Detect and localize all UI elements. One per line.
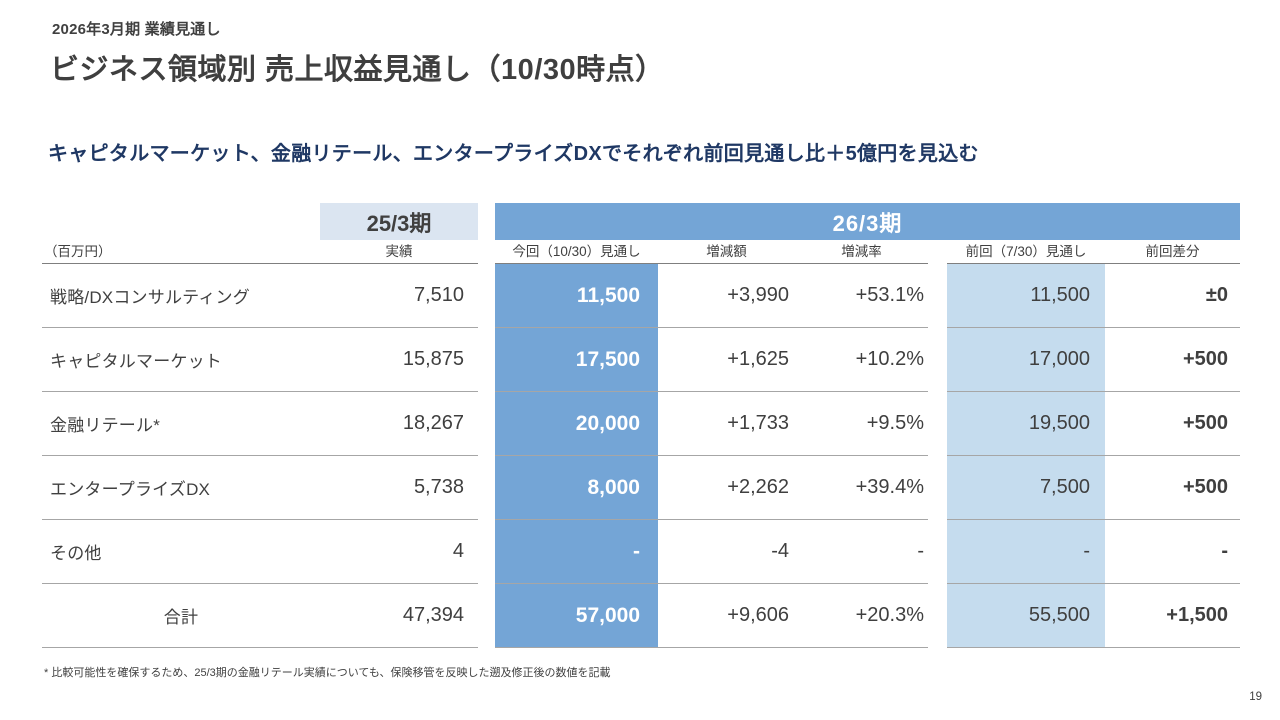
table-subheader-row: （百万円） 実績 今回（10/30）見通し 増減額 増減率 前回（7/30）見通… — [42, 240, 1240, 264]
spacer — [478, 328, 495, 392]
change-rate-value: - — [795, 520, 928, 584]
period-header-prev-year: 25/3期 — [320, 203, 478, 240]
change-rate-value: +53.1% — [795, 264, 928, 328]
previous-forecast-value: - — [947, 520, 1105, 584]
actual-value: 5,738 — [320, 456, 478, 520]
actual-value: 15,875 — [320, 328, 478, 392]
spacer — [478, 203, 495, 240]
actual-value: 4 — [320, 520, 478, 584]
row-label: 戦略/DXコンサルティング — [42, 264, 320, 328]
table-period-header-row: 25/3期 26/3期 — [42, 203, 1240, 240]
spacer — [928, 240, 947, 264]
table-row-total: 合計 47,394 57,000 +9,606 +20.3% 55,500 +1… — [42, 584, 1240, 648]
change-amount-value: +1,625 — [658, 328, 795, 392]
previous-diff-value: +500 — [1105, 456, 1240, 520]
current-forecast-value: 17,500 — [495, 328, 658, 392]
actual-value: 47,394 — [320, 584, 478, 648]
previous-diff-value: - — [1105, 520, 1240, 584]
row-label: 金融リテール* — [42, 392, 320, 456]
current-forecast-value: 57,000 — [495, 584, 658, 648]
current-forecast-value: - — [495, 520, 658, 584]
spacer — [928, 456, 947, 520]
spacer — [928, 392, 947, 456]
change-rate-value: +20.3% — [795, 584, 928, 648]
slide-kicker: 2026年3月期 業績見通し — [52, 21, 221, 38]
change-amount-value: +2,262 — [658, 456, 795, 520]
current-forecast-value: 11,500 — [495, 264, 658, 328]
column-header-change-amount: 増減額 — [658, 240, 795, 264]
row-label: エンタープライズDX — [42, 456, 320, 520]
change-amount-value: +9,606 — [658, 584, 795, 648]
column-header-unit: （百万円） — [42, 240, 320, 264]
spacer — [928, 584, 947, 648]
spacer — [928, 520, 947, 584]
spacer — [478, 264, 495, 328]
table-row: 金融リテール* 18,267 20,000 +1,733 +9.5% 19,50… — [42, 392, 1240, 456]
previous-diff-value: ±0 — [1105, 264, 1240, 328]
column-header-current-forecast: 今回（10/30）見通し — [495, 240, 658, 264]
row-label: その他 — [42, 520, 320, 584]
spacer — [478, 584, 495, 648]
previous-forecast-value: 7,500 — [947, 456, 1105, 520]
previous-forecast-value: 17,000 — [947, 328, 1105, 392]
spacer — [928, 328, 947, 392]
page-title: ビジネス領域別 売上収益見通し（10/30時点） — [50, 54, 665, 86]
spacer — [478, 240, 495, 264]
change-amount-value: -4 — [658, 520, 795, 584]
row-label: キャピタルマーケット — [42, 328, 320, 392]
previous-diff-value: +1,500 — [1105, 584, 1240, 648]
previous-forecast-value: 11,500 — [947, 264, 1105, 328]
actual-value: 18,267 — [320, 392, 478, 456]
column-header-change-rate: 増減率 — [795, 240, 928, 264]
table-row: キャピタルマーケット 15,875 17,500 +1,625 +10.2% 1… — [42, 328, 1240, 392]
key-message: キャピタルマーケット、金融リテール、エンタープライズDXでそれぞれ前回見通し比＋… — [48, 143, 979, 165]
previous-forecast-value: 19,500 — [947, 392, 1105, 456]
period-header-current-year: 26/3期 — [495, 203, 1240, 240]
previous-forecast-value: 55,500 — [947, 584, 1105, 648]
current-forecast-value: 8,000 — [495, 456, 658, 520]
spacer — [42, 203, 320, 240]
table-row: エンタープライズDX 5,738 8,000 +2,262 +39.4% 7,5… — [42, 456, 1240, 520]
spacer — [478, 456, 495, 520]
row-label: 合計 — [42, 584, 320, 648]
column-header-previous-diff: 前回差分 — [1105, 240, 1240, 264]
spacer — [928, 264, 947, 328]
page-number: 19 — [1249, 691, 1262, 703]
change-amount-value: +3,990 — [658, 264, 795, 328]
column-header-actual: 実績 — [320, 240, 478, 264]
change-rate-value: +10.2% — [795, 328, 928, 392]
table-row: 戦略/DXコンサルティング 7,510 11,500 +3,990 +53.1%… — [42, 264, 1240, 328]
current-forecast-value: 20,000 — [495, 392, 658, 456]
previous-diff-value: +500 — [1105, 392, 1240, 456]
table-row: その他 4 - -4 - - - — [42, 520, 1240, 584]
change-amount-value: +1,733 — [658, 392, 795, 456]
footnote: * 比較可能性を確保するため、25/3期の金融リテール実績についても、保険移管を… — [44, 667, 611, 679]
change-rate-value: +9.5% — [795, 392, 928, 456]
actual-value: 7,510 — [320, 264, 478, 328]
change-rate-value: +39.4% — [795, 456, 928, 520]
forecast-table: 25/3期 26/3期 （百万円） 実績 今回（10/30）見通し 増減額 増減… — [42, 203, 1240, 648]
column-header-previous-forecast: 前回（7/30）見通し — [947, 240, 1105, 264]
previous-diff-value: +500 — [1105, 328, 1240, 392]
spacer — [478, 392, 495, 456]
spacer — [478, 520, 495, 584]
